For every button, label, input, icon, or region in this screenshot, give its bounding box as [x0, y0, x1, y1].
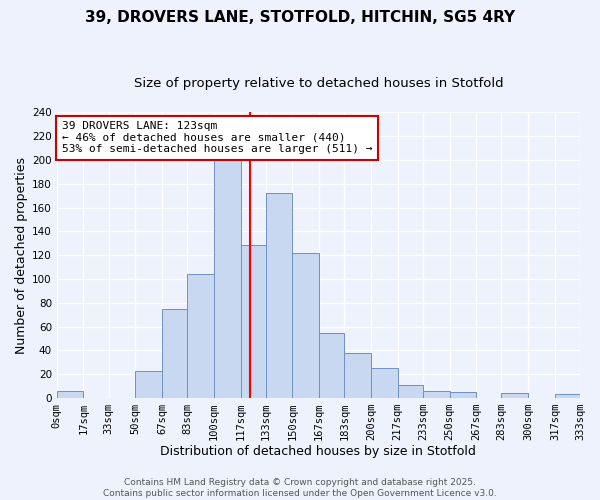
Bar: [344, 353, 371, 398]
X-axis label: Distribution of detached houses by size in Stotfold: Distribution of detached houses by size …: [160, 444, 476, 458]
Bar: [187, 274, 214, 398]
Bar: [423, 391, 449, 398]
Bar: [292, 253, 319, 398]
Bar: [371, 368, 398, 398]
Bar: [214, 160, 241, 398]
Bar: [555, 394, 580, 398]
Bar: [319, 332, 344, 398]
Text: 39, DROVERS LANE, STOTFOLD, HITCHIN, SG5 4RY: 39, DROVERS LANE, STOTFOLD, HITCHIN, SG5…: [85, 10, 515, 25]
Bar: [57, 391, 83, 398]
Title: Size of property relative to detached houses in Stotfold: Size of property relative to detached ho…: [134, 78, 503, 90]
Bar: [266, 194, 292, 398]
Bar: [502, 393, 528, 398]
Text: Contains HM Land Registry data © Crown copyright and database right 2025.
Contai: Contains HM Land Registry data © Crown c…: [103, 478, 497, 498]
Bar: [241, 244, 266, 398]
Y-axis label: Number of detached properties: Number of detached properties: [15, 156, 28, 354]
Bar: [449, 392, 476, 398]
Bar: [162, 309, 187, 398]
Text: 39 DROVERS LANE: 123sqm
← 46% of detached houses are smaller (440)
53% of semi-d: 39 DROVERS LANE: 123sqm ← 46% of detache…: [62, 121, 373, 154]
Bar: [136, 370, 162, 398]
Bar: [398, 385, 423, 398]
